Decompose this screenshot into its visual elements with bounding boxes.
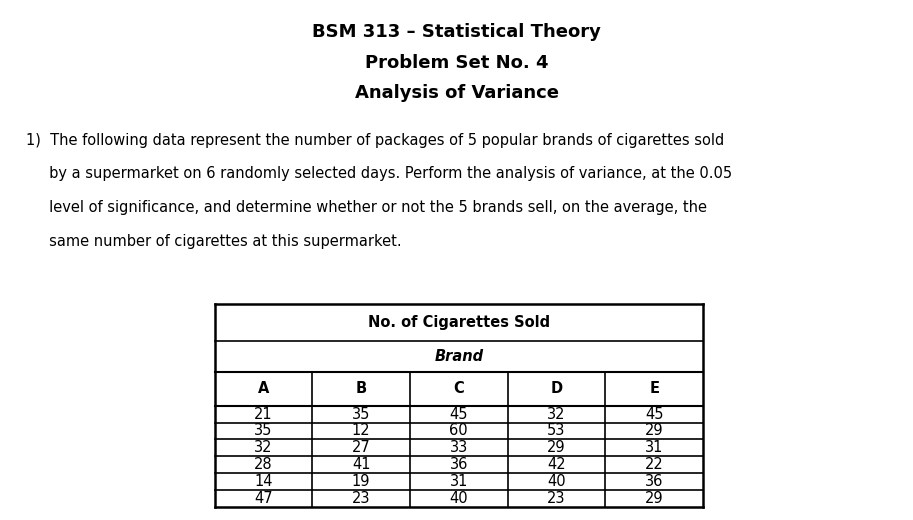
Text: 42: 42 — [547, 457, 566, 472]
Text: B: B — [355, 381, 367, 396]
Text: 32: 32 — [547, 407, 566, 422]
Text: 29: 29 — [645, 491, 664, 506]
Text: 22: 22 — [645, 457, 664, 472]
Text: E: E — [649, 381, 659, 396]
Text: 40: 40 — [449, 491, 468, 506]
Text: BSM 313 – Statistical Theory: BSM 313 – Statistical Theory — [312, 23, 601, 42]
Text: D: D — [551, 381, 562, 396]
Text: Brand: Brand — [435, 349, 483, 363]
Text: A: A — [257, 381, 269, 396]
Text: 45: 45 — [449, 407, 468, 422]
Text: 33: 33 — [450, 440, 467, 456]
Text: 36: 36 — [645, 474, 664, 489]
Text: Analysis of Variance: Analysis of Variance — [354, 84, 559, 102]
Text: by a supermarket on 6 randomly selected days. Perform the analysis of variance, : by a supermarket on 6 randomly selected … — [26, 166, 731, 181]
Text: 27: 27 — [352, 440, 371, 456]
Text: 14: 14 — [254, 474, 273, 489]
Text: 35: 35 — [254, 423, 273, 438]
Text: same number of cigarettes at this supermarket.: same number of cigarettes at this superm… — [26, 234, 401, 249]
Text: 23: 23 — [547, 491, 566, 506]
Text: 31: 31 — [449, 474, 468, 489]
Text: 19: 19 — [352, 474, 371, 489]
Text: 1)  The following data represent the number of packages of 5 popular brands of c: 1) The following data represent the numb… — [26, 133, 724, 148]
Text: 60: 60 — [449, 423, 468, 438]
Text: level of significance, and determine whether or not the 5 brands sell, on the av: level of significance, and determine whe… — [26, 200, 707, 215]
Text: 28: 28 — [254, 457, 273, 472]
Text: 41: 41 — [352, 457, 371, 472]
Text: 23: 23 — [352, 491, 371, 506]
Text: No. of Cigarettes Sold: No. of Cigarettes Sold — [368, 315, 550, 330]
Text: 29: 29 — [645, 423, 664, 438]
Text: 21: 21 — [254, 407, 273, 422]
Text: 36: 36 — [449, 457, 468, 472]
Text: 29: 29 — [547, 440, 566, 456]
Text: 35: 35 — [352, 407, 371, 422]
Text: 53: 53 — [547, 423, 566, 438]
Text: C: C — [454, 381, 464, 396]
Text: 32: 32 — [254, 440, 273, 456]
Text: 31: 31 — [645, 440, 664, 456]
Text: 12: 12 — [352, 423, 371, 438]
Text: Problem Set No. 4: Problem Set No. 4 — [365, 54, 548, 72]
Text: 47: 47 — [254, 491, 273, 506]
Text: 40: 40 — [547, 474, 566, 489]
Text: 45: 45 — [645, 407, 664, 422]
